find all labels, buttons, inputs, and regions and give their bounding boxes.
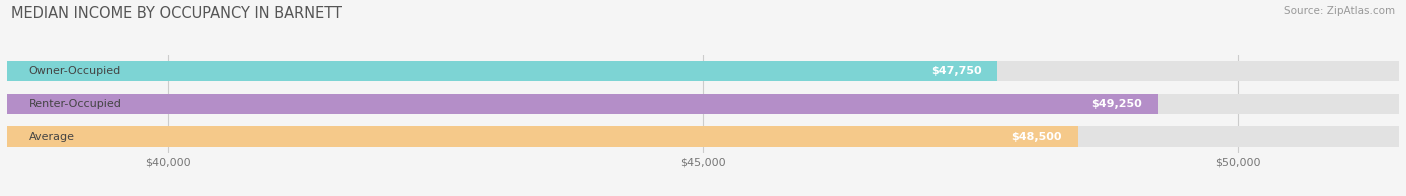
Bar: [7, 61, 997, 81]
Text: Owner-Occupied: Owner-Occupied: [28, 66, 121, 76]
Bar: [7, 61, 1399, 81]
Bar: [7, 94, 1399, 114]
Text: $47,750: $47,750: [931, 66, 981, 76]
Text: Renter-Occupied: Renter-Occupied: [28, 99, 121, 109]
Text: $48,500: $48,500: [1011, 132, 1062, 142]
Text: $49,250: $49,250: [1091, 99, 1142, 109]
Text: Source: ZipAtlas.com: Source: ZipAtlas.com: [1284, 6, 1395, 16]
Text: MEDIAN INCOME BY OCCUPANCY IN BARNETT: MEDIAN INCOME BY OCCUPANCY IN BARNETT: [11, 6, 342, 21]
Bar: [7, 126, 1078, 147]
Bar: [7, 94, 1159, 114]
Text: Average: Average: [28, 132, 75, 142]
Bar: [7, 126, 1399, 147]
